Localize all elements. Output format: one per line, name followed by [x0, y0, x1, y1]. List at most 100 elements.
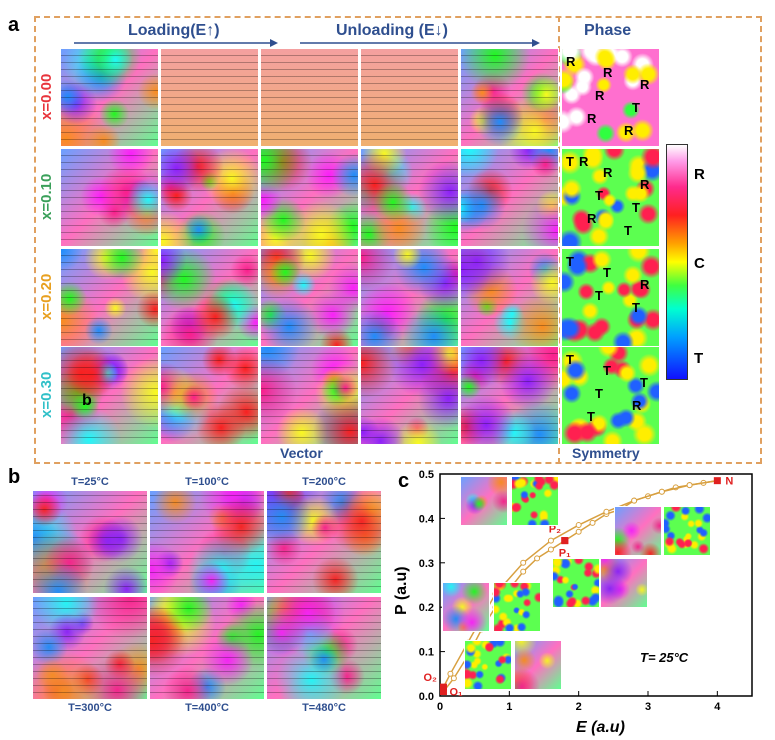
marker-P2: [561, 537, 569, 545]
point-loading-11: [589, 519, 596, 526]
chart-inset-5: [600, 558, 648, 608]
marker-label-O2: O₂: [423, 672, 437, 684]
phase-letter-r1-5: R: [587, 211, 597, 226]
point-unloading-4: [603, 508, 610, 515]
point-unloading-2: [658, 488, 665, 495]
point-unloading-10: [447, 670, 454, 677]
chart-inset-6: [442, 582, 490, 632]
pe-chart: 0 1 2 3 4 0.0 0.1 0.2 0.3 0.4 0.5 E (a.u) P (a.u) N P₁…: [393, 469, 753, 736]
x-tick-label-2: 2: [576, 701, 582, 713]
x-tick-label-4: 4: [714, 701, 721, 713]
point-unloading-5: [575, 522, 582, 529]
chart-inset-9: [514, 640, 562, 690]
panel-a-label: a: [8, 14, 20, 36]
temperature-map-0: [32, 490, 148, 594]
phase-map-r3: [561, 346, 660, 445]
chart-inset-3: [663, 506, 711, 556]
phase-letter-r3-2: T: [640, 375, 648, 390]
phase-letter-r1-3: T: [595, 188, 603, 203]
phase-letter-r0-6: R: [624, 123, 634, 138]
vector-map-r2-c0: [60, 248, 159, 347]
colorbar-label-c: C: [694, 255, 705, 272]
vector-map-r2-c3: [360, 248, 459, 347]
marker-label-P2: P₂: [549, 524, 561, 536]
phase-letter-r0-5: R: [587, 111, 597, 126]
temperature-label-5: T=480°C: [302, 702, 346, 714]
point-loading-1: [450, 675, 457, 682]
y-axis-label: P (a.u): [393, 566, 410, 615]
phase-letter-r0-1: R: [603, 65, 613, 80]
direction-arrows: [74, 39, 540, 47]
point-loading-7: [534, 555, 541, 562]
phase-letter-r3-5: T: [587, 409, 595, 424]
x-axis-label: E (a.u): [576, 719, 625, 736]
vector-map-r2-c1: [160, 248, 259, 347]
temperature-label-2: T=200°C: [302, 476, 346, 488]
temperature-label-3: T=300°C: [68, 702, 112, 714]
row-label-2: x=0.20: [38, 273, 55, 320]
plot-frame: [439, 473, 753, 697]
vector-footer: Vector: [280, 445, 323, 461]
point-unloading-3: [631, 497, 638, 504]
point-loading-8: [547, 546, 554, 553]
vector-map-r3-c0: [60, 346, 159, 445]
vector-map-r0-c0: [60, 48, 159, 147]
marker-O2: [439, 683, 447, 691]
marker-label-O1: O₁: [449, 687, 463, 699]
vector-map-r3-c4: [460, 346, 559, 445]
temperature-map-2: [266, 490, 382, 594]
phase-letter-r3-0: T: [566, 352, 574, 367]
colorbar-label-r: R: [694, 166, 705, 183]
marker-O1: [439, 688, 447, 696]
vector-map-r0-c2: [260, 48, 359, 147]
panel-a-frame: [34, 16, 762, 464]
y-tick-label-0: 0.0: [419, 691, 434, 703]
colorbar-label-t: T: [694, 350, 704, 367]
vector-map-r0-c3: [360, 48, 459, 147]
vector-map-r1-c2: [260, 148, 359, 247]
marker-N: [713, 477, 721, 485]
panel-b-label: b: [8, 466, 21, 488]
chart-inset-8: [464, 640, 512, 690]
phase-map-r0: [561, 48, 660, 147]
chart-inset-2: [614, 506, 662, 556]
vector-map-r3-c2: [260, 346, 359, 445]
overlay-b-label: b: [82, 392, 92, 409]
symmetry-footer: Symmetry: [572, 445, 640, 461]
phase-header: Phase: [584, 22, 632, 39]
phase-letter-r1-4: T: [632, 200, 640, 215]
phase-letter-r3-4: R: [632, 398, 642, 413]
temperature-map-3: [32, 596, 148, 700]
vector-map-r2-c2: [260, 248, 359, 347]
phase-letter-r2-4: T: [632, 300, 640, 315]
phase-letter-r0-3: R: [595, 88, 605, 103]
y-tick-label-5: 0.5: [419, 469, 434, 481]
vector-map-r1-c3: [360, 148, 459, 247]
temperature-label-0: T=25°C: [71, 476, 109, 488]
phase-letter-r2-2: R: [640, 277, 650, 292]
row-label-1: x=0.10: [38, 173, 55, 220]
marker-label-P1: P₁: [559, 548, 571, 560]
phase-map-r2: [561, 248, 660, 347]
vector-map-r1-c1: [160, 148, 259, 247]
loading-header: Loading(E↑): [128, 22, 220, 39]
x-tick-label-0: 0: [437, 701, 443, 713]
unloading-arrow-head: [532, 39, 540, 47]
phase-letter-r2-0: T: [566, 254, 574, 269]
unloading-header: Unloading (E↓): [336, 22, 448, 39]
row-label-3: x=0.30: [38, 371, 55, 418]
phase-map-r1: [561, 148, 660, 247]
temperature-map-4: [149, 596, 265, 700]
phase-letter-r3-1: T: [603, 363, 611, 378]
temperature-label-1: T=100°C: [185, 476, 229, 488]
temperature-label-4: T=400°C: [185, 702, 229, 714]
vector-map-r1-c0: [60, 148, 159, 247]
chart-inset-7: [493, 582, 541, 632]
phase-letter-r0-4: T: [632, 100, 640, 115]
vector-map-r0-c1: [160, 48, 259, 147]
x-tick-label-1: 1: [506, 701, 512, 713]
chart-inset-4: [552, 558, 600, 608]
y-tick-label-3: 0.3: [419, 558, 434, 570]
vector-map-r2-c4: [460, 248, 559, 347]
chart-inset-0: [460, 476, 508, 526]
